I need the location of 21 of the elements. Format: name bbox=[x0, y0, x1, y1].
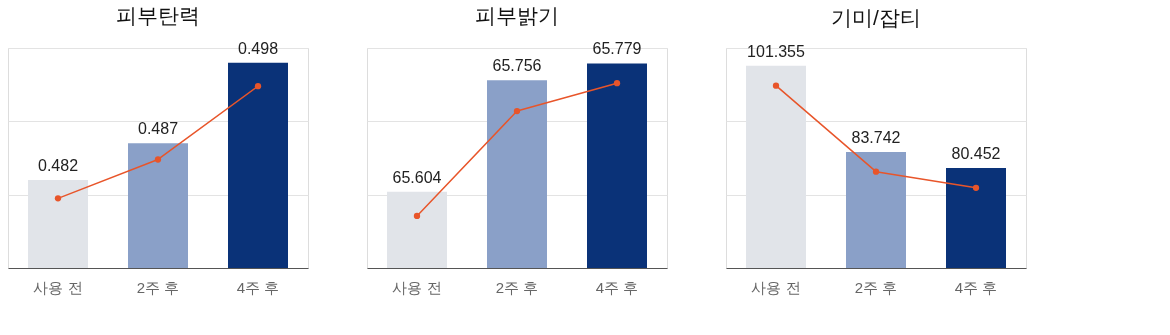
x-tick-label: 2주 후 bbox=[854, 278, 898, 296]
x-tick-label: 4주 후 bbox=[236, 278, 280, 296]
x-tick-label: 사용 전 bbox=[751, 278, 801, 296]
data-label: 101.355 bbox=[747, 42, 806, 60]
data-label: 65.756 bbox=[492, 57, 542, 75]
x-tick-label: 2주 후 bbox=[136, 278, 180, 296]
chart-title: 기미/잡티 bbox=[831, 6, 921, 29]
chart-title: 피부밝기 bbox=[475, 4, 559, 28]
data-label: 65.779 bbox=[592, 40, 642, 58]
data-label: 83.742 bbox=[851, 128, 901, 146]
x-tick-label: 사용 전 bbox=[33, 278, 83, 296]
data-label: 65.604 bbox=[392, 168, 442, 186]
data-label: 0.482 bbox=[37, 157, 79, 174]
data-label: 80.452 bbox=[951, 145, 1001, 163]
chart-title: 피부탄력 bbox=[116, 3, 200, 27]
x-tick-label: 사용 전 bbox=[392, 278, 442, 296]
x-tick-label: 2주 후 bbox=[495, 278, 539, 296]
x-tick-label: 4주 후 bbox=[595, 278, 639, 296]
x-tick-label: 4주 후 bbox=[954, 278, 998, 296]
data-label: 0.498 bbox=[237, 39, 279, 57]
data-label: 0.487 bbox=[137, 120, 179, 138]
